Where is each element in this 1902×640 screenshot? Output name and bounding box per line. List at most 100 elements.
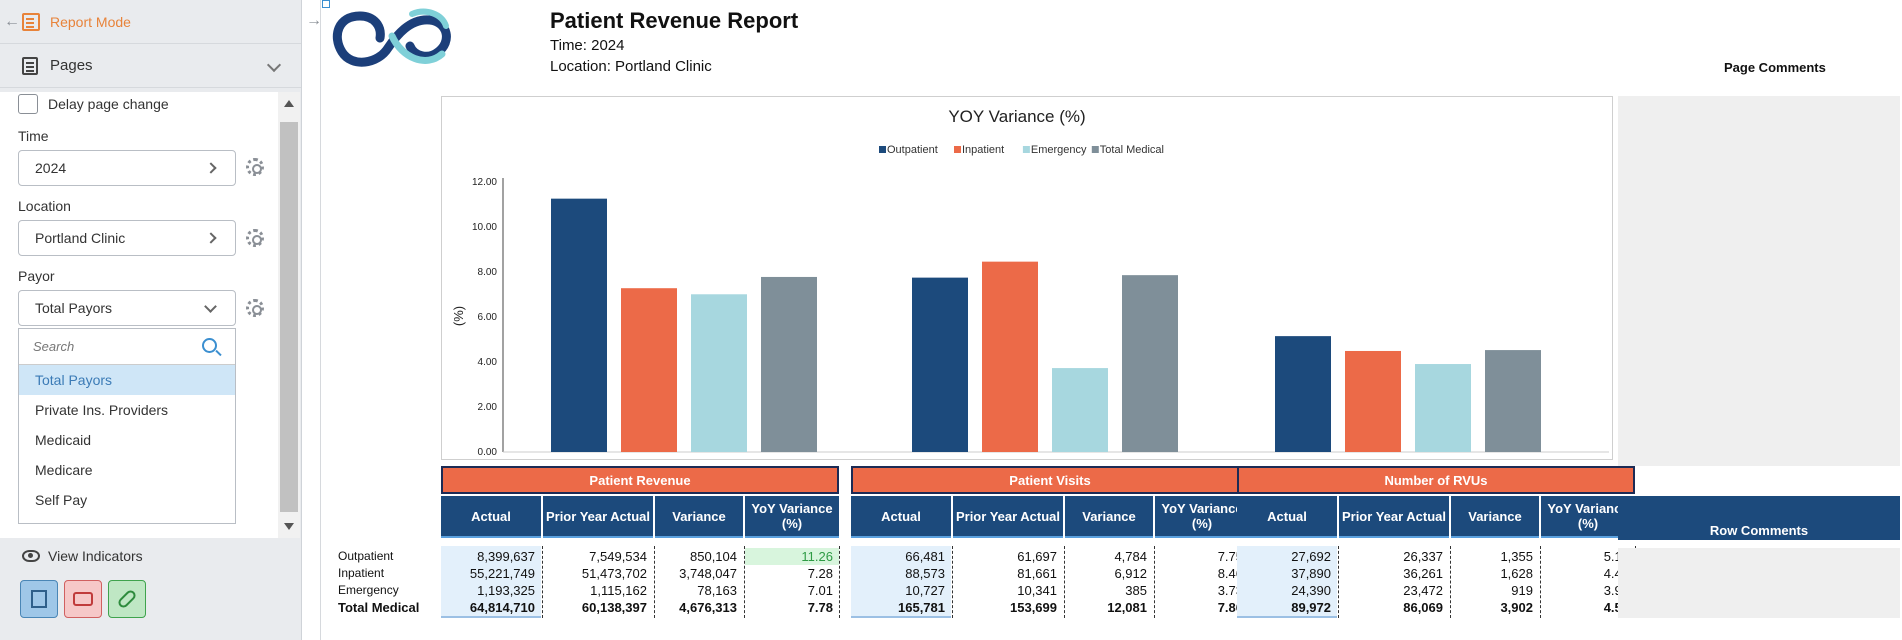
table-cell: 24,390 <box>1291 583 1331 598</box>
table-cell: 7.01 <box>807 583 833 598</box>
actual-underline <box>1237 616 1337 618</box>
payor-option[interactable]: Total Payors <box>19 365 235 395</box>
bar-total-medical[interactable] <box>761 276 817 452</box>
column-divider <box>952 546 953 618</box>
bar-emergency[interactable] <box>691 294 747 452</box>
bar-emergency[interactable] <box>1052 368 1108 452</box>
chevron-right-icon <box>205 162 217 174</box>
table-cell: 1,115,162 <box>590 583 647 598</box>
payor-dropdown: Search Total Payors Private Ins. Provide… <box>18 328 236 524</box>
report-mode-bar[interactable]: ← Report Mode <box>0 0 301 44</box>
table-cell: 919 <box>1511 583 1533 598</box>
link-indicator-button[interactable] <box>108 580 146 618</box>
legend-swatch <box>1091 146 1099 153</box>
gear-icon[interactable] <box>246 229 264 247</box>
bar-total-medical[interactable] <box>1485 350 1541 452</box>
pages-icon <box>22 56 38 75</box>
yoy-variance-chart: YOY Variance (%) Outpatient Inpatient Emer… <box>451 107 1609 458</box>
table-cell: 7.28 <box>807 566 833 581</box>
selection-handle[interactable] <box>322 0 330 8</box>
scroll-up-icon[interactable] <box>284 100 294 107</box>
bar-emergency[interactable] <box>1415 364 1471 452</box>
divider <box>320 0 321 640</box>
table-cell: 61,697 <box>1017 549 1057 564</box>
column-header: Actual <box>441 496 541 538</box>
search-icon[interactable] <box>202 338 217 353</box>
table-cell: 385 <box>1125 583 1147 598</box>
table-cell: 4,784 <box>1114 549 1147 564</box>
group-header: Patient Revenue <box>441 466 839 494</box>
table-cell: 1,193,325 <box>477 583 535 598</box>
payor-select[interactable]: Total Payors <box>18 290 236 326</box>
bar-inpatient[interactable] <box>621 288 677 452</box>
collapse-left-icon[interactable]: ← <box>4 12 20 30</box>
chevron-down-icon[interactable] <box>266 57 282 73</box>
page-indicator-button[interactable] <box>20 580 58 618</box>
table-cell: 81,661 <box>1017 566 1057 581</box>
legend-swatch <box>1022 146 1030 153</box>
bar-inpatient[interactable] <box>1345 350 1401 452</box>
payor-option[interactable]: Medicare <box>35 462 93 478</box>
column-header: YoY Variance (%) <box>1155 496 1249 538</box>
row-label: Total Medical <box>338 600 420 615</box>
table-cell: 37,890 <box>1291 566 1331 581</box>
location-value: Portland Clinic <box>35 230 126 246</box>
time-value: 2024 <box>35 160 67 176</box>
row-comments-box[interactable] <box>1618 548 1900 618</box>
scroll-thumb[interactable] <box>280 122 298 512</box>
chevron-down-icon <box>204 300 217 313</box>
panel-scrollbar[interactable] <box>278 92 300 538</box>
page-comments-box[interactable] <box>1618 96 1900 466</box>
column-header: Variance <box>1451 496 1539 538</box>
table-cell: 1,355 <box>1500 549 1533 564</box>
comment-indicator-button[interactable] <box>64 580 102 618</box>
time-label: Time <box>18 128 49 144</box>
column-divider <box>1064 546 1065 618</box>
table-cell: 10,341 <box>1017 583 1057 598</box>
payor-value: Total Payors <box>35 300 113 316</box>
column-header: Variance <box>655 496 743 538</box>
chart-bars <box>551 198 1541 452</box>
payor-option[interactable]: Self Pay <box>35 492 88 508</box>
scroll-down-icon[interactable] <box>284 523 294 530</box>
location-select[interactable]: Portland Clinic <box>18 220 236 256</box>
chart-title: YOY Variance (%) <box>948 107 1085 126</box>
y-tick-label: 6.00 <box>478 312 498 323</box>
column-header: Actual <box>1237 496 1337 538</box>
legend-label: Inpatient <box>962 144 1004 156</box>
column-divider <box>1338 546 1339 618</box>
payor-option[interactable]: Medicaid <box>35 432 92 448</box>
gear-icon[interactable] <box>246 299 264 317</box>
column-header: Prior Year Actual <box>543 496 653 538</box>
delay-page-change-checkbox[interactable] <box>18 94 38 114</box>
legend-swatch <box>879 146 886 153</box>
column-divider <box>744 546 745 618</box>
table-cell: 850,104 <box>690 549 737 564</box>
table-cell: 86,069 <box>1403 600 1443 615</box>
expand-right-icon[interactable]: → <box>306 12 322 29</box>
legend-label: Outpatient <box>887 144 938 156</box>
pages-toggle[interactable]: Pages <box>0 44 301 88</box>
bar-outpatient[interactable] <box>912 277 968 452</box>
bar-inpatient[interactable] <box>982 261 1038 452</box>
bar-outpatient[interactable] <box>551 198 607 452</box>
bar-total-medical[interactable] <box>1122 275 1178 452</box>
table-cell: 10,727 <box>905 583 945 598</box>
column-header: Prior Year Actual <box>953 496 1063 538</box>
column-header: Variance <box>1065 496 1153 538</box>
view-indicators-label: View Indicators <box>48 548 143 564</box>
search-input[interactable]: Search <box>33 339 75 354</box>
view-indicators-toggle[interactable]: View Indicators <box>22 548 143 564</box>
y-tick-label: 12.00 <box>472 177 497 188</box>
payor-option[interactable]: Private Ins. Providers <box>35 402 169 418</box>
actual-highlight <box>441 546 541 618</box>
legend-swatch <box>954 146 961 153</box>
table-cell: 7.86 <box>1217 600 1243 615</box>
column-header: Actual <box>851 496 951 538</box>
eye-icon <box>22 550 40 562</box>
bar-outpatient[interactable] <box>1275 336 1331 452</box>
payor-search[interactable]: Search <box>19 329 235 365</box>
gear-icon[interactable] <box>246 158 264 176</box>
time-select[interactable]: 2024 <box>18 150 236 186</box>
